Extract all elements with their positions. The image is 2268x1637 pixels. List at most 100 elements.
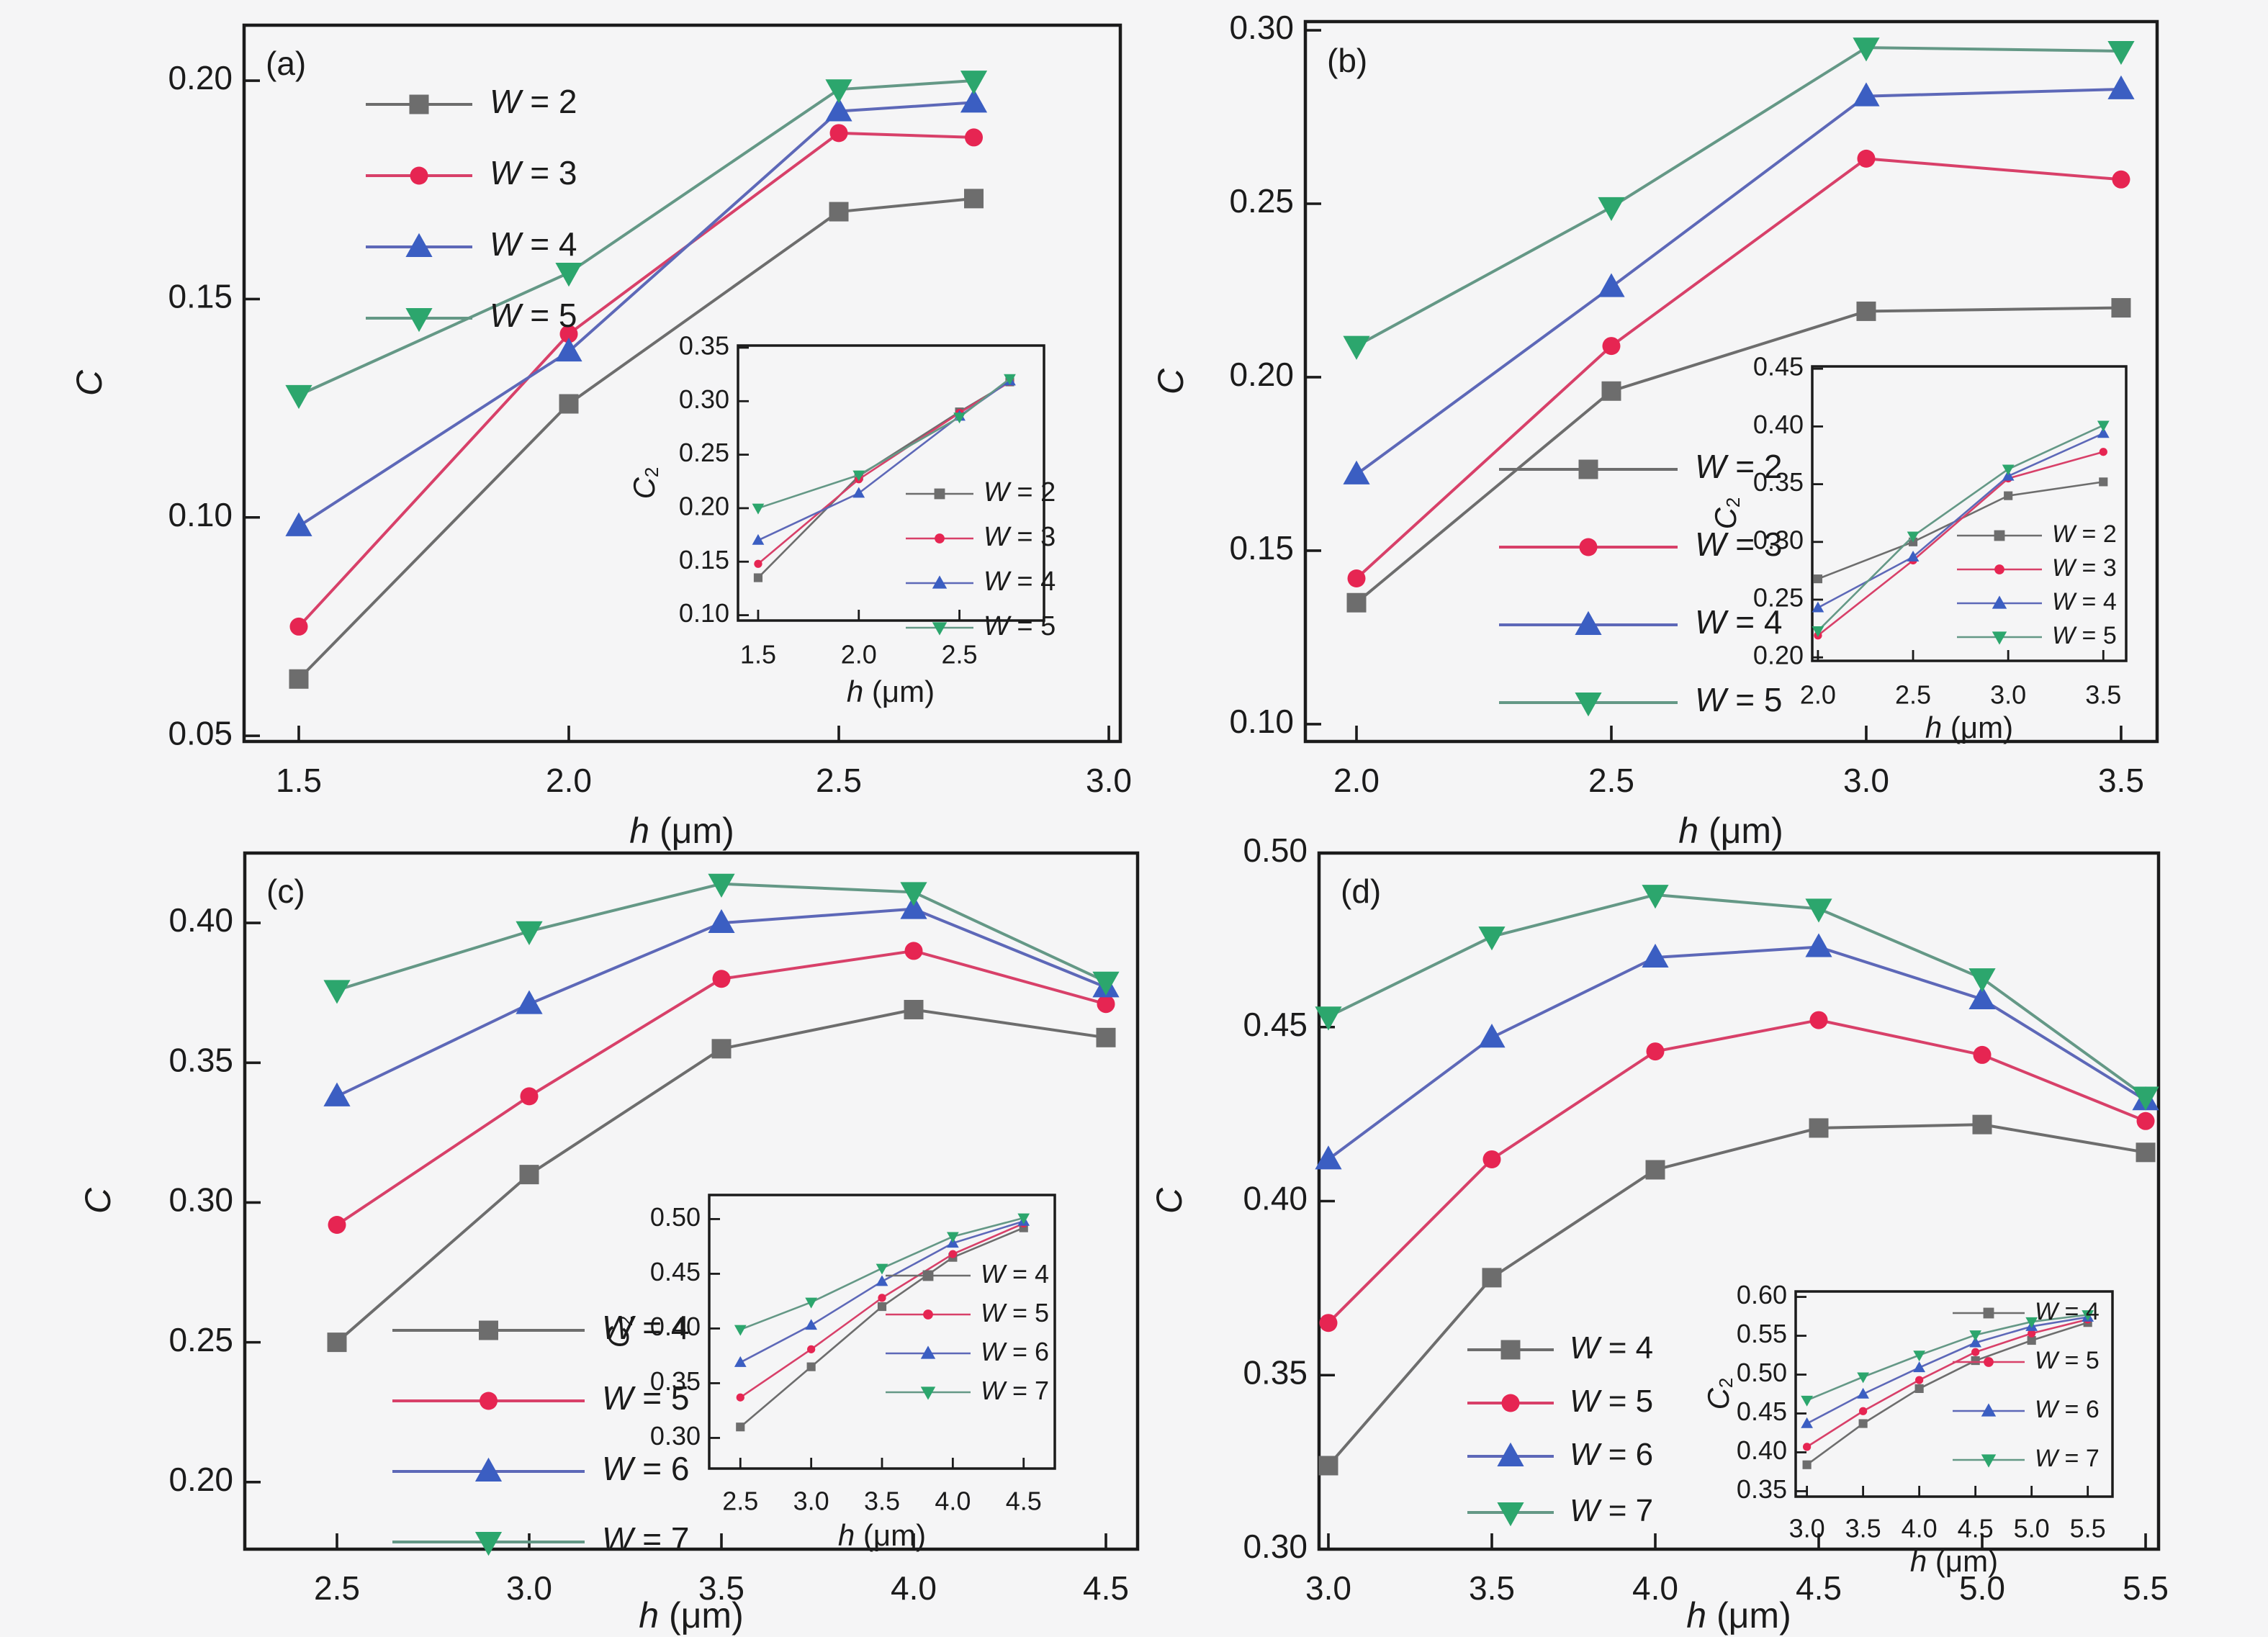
legend-item: W = 5 [1953, 1347, 2100, 1374]
legend-item: W = 5 [392, 1379, 689, 1417]
series-marker-triangle-down [2082, 1310, 2094, 1322]
y-tick-label: 0.35 [168, 1041, 233, 1078]
series-marker-triangle-up [1642, 943, 1669, 968]
legend-item: W = 5 [1499, 681, 1782, 718]
series-marker-circle [289, 617, 308, 636]
legend-item: W = 7 [1467, 1493, 1653, 1528]
y-tick-label: 0.45 [650, 1257, 701, 1286]
series-marker-triangle-down [1092, 971, 1120, 996]
x-tick-label: 4.5 [1006, 1487, 1042, 1516]
y-tick-label: 0.45 [1753, 352, 1804, 382]
legend-label: W = 4 [1570, 1330, 1653, 1366]
y-tick-label: 0.55 [1737, 1319, 1787, 1348]
series-marker-circle [1971, 1348, 1980, 1356]
panel-d: 3.0 3.5 4.0 4.5 5.0 5.5 0.30 0.35 0.40 0.45 0.50 h … [1149, 831, 2169, 1636]
series-marker-square [409, 94, 429, 114]
y-tick-label: 0.35 [1737, 1474, 1787, 1504]
series-line [1806, 1318, 2088, 1448]
series-marker-circle [1482, 1150, 1501, 1168]
y-tick-label: 0.25 [1229, 182, 1294, 220]
series-line [1817, 451, 2104, 636]
y-tick-label: 0.35 [1243, 1353, 1308, 1391]
series-marker-square [2111, 298, 2131, 318]
series-marker-triangle-down [1968, 968, 1996, 993]
series-marker-circle [480, 1392, 498, 1410]
legend-item: W = 3 [1957, 554, 2117, 582]
series-marker-circle [1501, 1394, 1520, 1412]
series-marker-triangle-up [1315, 1145, 1342, 1170]
series-marker-triangle-up [1497, 1442, 1524, 1466]
x-tick-label: 5.5 [2070, 1514, 2106, 1543]
x-tick-label: 2.0 [1800, 680, 1836, 710]
series-marker-triangle-up [516, 990, 543, 1014]
series-marker-triangle-down [946, 1232, 959, 1243]
series-marker-circle [736, 1393, 744, 1402]
x-tick-label: 2.0 [841, 640, 877, 669]
series-marker-circle [1646, 1042, 1665, 1061]
legend-label: W = 4 [981, 1259, 1049, 1289]
y-tick-label: 0.40 [168, 901, 233, 939]
x-tick-label: 2.0 [546, 762, 592, 799]
y-tick-label: 0.40 [650, 1312, 701, 1341]
x-tick-label: 3.0 [1305, 1569, 1351, 1607]
series-marker-circle [1984, 1357, 1994, 1367]
x-axis-label: h (μm) [838, 1518, 926, 1552]
series-marker-triangle-down [960, 71, 988, 95]
series-marker-circle [1857, 149, 1876, 168]
legend-item: W = 5 [906, 611, 1056, 641]
series-marker-triangle-up [805, 1319, 818, 1330]
legend-label: W = 5 [2035, 1347, 2100, 1374]
series-marker-triangle-up [1857, 1387, 1869, 1399]
series-marker-square [2027, 1335, 2036, 1345]
series-marker-triangle-up [2097, 427, 2110, 438]
series-marker-square [289, 669, 309, 689]
x-tick-label: 2.5 [1588, 762, 1634, 799]
legend-label: W = 3 [490, 154, 577, 191]
y-tick-label: 0.50 [650, 1202, 701, 1232]
series-marker-triangle-down [2132, 1086, 2159, 1111]
y-axis-label: C2 [1701, 1378, 1737, 1410]
y-tick-label: 0.45 [1243, 1006, 1308, 1043]
series-marker-triangle-up [876, 1275, 888, 1286]
series-marker-circle [1809, 1011, 1828, 1029]
series-marker-triangle-down [852, 470, 865, 482]
legend-item: W = 4 [886, 1259, 1049, 1289]
series-marker-triangle-down [752, 503, 765, 515]
y-tick-label: 0.20 [168, 1461, 233, 1498]
y-axis-label: C2 [601, 1316, 636, 1348]
series-marker-circle [965, 128, 984, 147]
x-axis-label: h (μm) [1910, 1544, 1998, 1578]
series-marker-square [1858, 1419, 1868, 1428]
series-marker-triangle-up [405, 233, 433, 257]
plot-frame [243, 851, 1140, 1551]
series-marker-circle [1579, 538, 1598, 556]
series-marker-square [922, 1270, 934, 1281]
series-line [1355, 87, 2122, 476]
series-marker-triangle-up [2107, 75, 2135, 99]
series-marker-square [1096, 1027, 1116, 1047]
series-marker-circle [1347, 569, 1366, 587]
series-marker-square [1500, 1340, 1521, 1360]
series-marker-triangle-down [1907, 531, 1920, 543]
x-tick-label: 3.0 [1086, 762, 1132, 799]
series-line [298, 79, 974, 397]
series-line [1356, 46, 2121, 348]
series-marker-triangle-up [1853, 82, 1880, 107]
series-marker-square [479, 1320, 498, 1340]
series-marker-triangle-up [1907, 550, 1920, 562]
y-axis-label: C [69, 369, 109, 396]
series-line [757, 381, 1011, 579]
series-marker-triangle-down [1857, 1372, 1869, 1384]
legend-label: W = 4 [602, 1309, 689, 1346]
series-marker-triangle-down [1992, 631, 2007, 645]
x-tick-label: 2.5 [722, 1487, 758, 1516]
legend-label: W = 5 [490, 297, 577, 334]
series-marker-triangle-down [876, 1263, 888, 1275]
legend-label: W = 6 [2035, 1396, 2100, 1423]
series-marker-square [1601, 381, 1621, 401]
legend-label: W = 2 [2052, 520, 2117, 548]
legend-label: W = 3 [984, 522, 1056, 552]
series-marker-triangle-down [405, 308, 433, 333]
series-marker-circle [712, 970, 731, 988]
y-tick-label: 0.10 [679, 598, 729, 628]
